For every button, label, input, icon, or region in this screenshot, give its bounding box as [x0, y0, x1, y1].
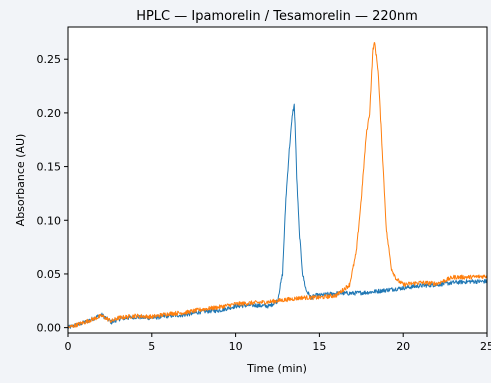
- y-tick-label: 0.05: [37, 268, 62, 281]
- x-axis-label: Time (min): [246, 362, 307, 375]
- y-axis-label: Absorbance (AU): [14, 134, 27, 227]
- chart-title: HPLC — Ipamorelin / Tesamorelin — 220nm: [136, 9, 418, 24]
- x-tick-label: 0: [65, 340, 72, 353]
- x-axis: 0 5 10 15 20 25: [65, 333, 491, 353]
- y-tick-label: 0.20: [37, 107, 62, 120]
- series-layer: [67, 42, 488, 329]
- x-tick-label: 5: [148, 340, 155, 353]
- y-tick-label: 0.15: [37, 161, 62, 174]
- y-tick-label: 0.10: [37, 214, 62, 227]
- y-axis: 0.00 0.05 0.10 0.15 0.20 0.25: [37, 53, 68, 335]
- series-line-1: [67, 42, 488, 329]
- x-tick-label: 15: [312, 340, 326, 353]
- x-tick-label: 25: [480, 340, 491, 353]
- y-tick-label: 0.25: [37, 53, 62, 66]
- y-tick-label: 0.00: [37, 322, 62, 335]
- plot-background: [68, 27, 487, 333]
- plot-frame: [67, 26, 488, 334]
- x-tick-label: 10: [229, 340, 243, 353]
- x-tick-label: 20: [396, 340, 410, 353]
